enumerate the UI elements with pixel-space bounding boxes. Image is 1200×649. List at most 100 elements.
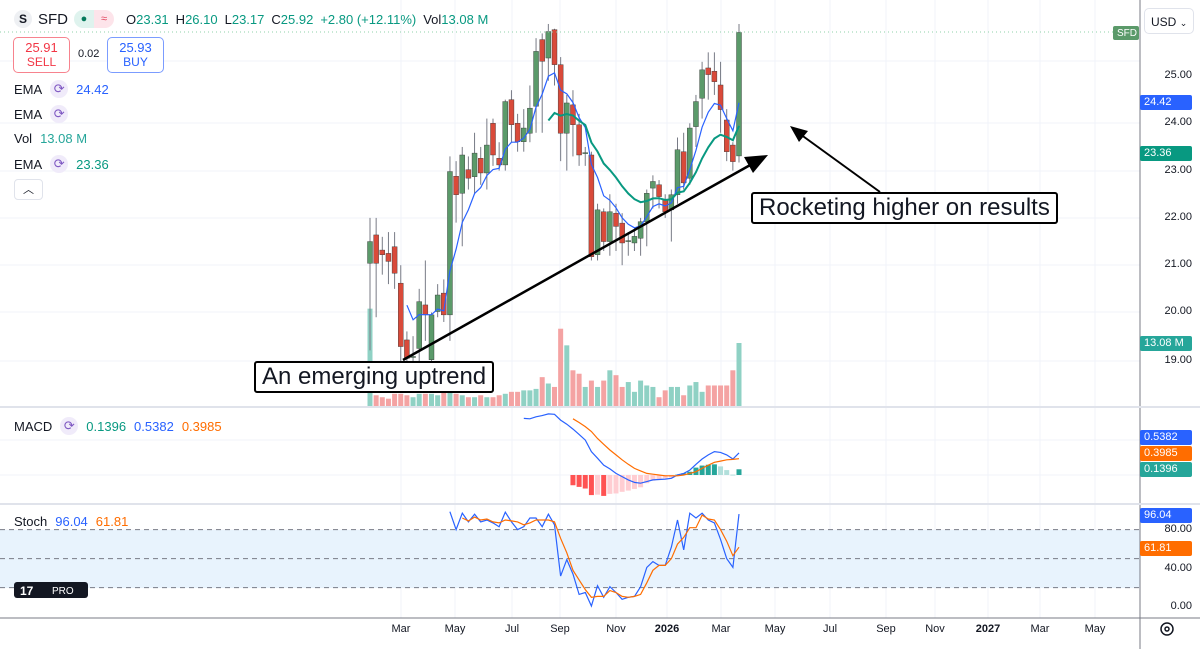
candle bbox=[434, 294, 441, 312]
sell-price: 25.91 bbox=[25, 40, 58, 55]
arrow-drawing[interactable] bbox=[790, 126, 881, 193]
macd-tag: 0.5382 bbox=[1140, 430, 1192, 445]
volume-bar bbox=[508, 391, 514, 407]
currency-label: USD bbox=[1151, 15, 1177, 29]
candle bbox=[416, 301, 422, 349]
candle bbox=[625, 240, 631, 242]
macd-histogram-bar bbox=[711, 464, 717, 475]
candle bbox=[502, 101, 508, 166]
refresh-icon[interactable]: ⟳ bbox=[60, 417, 79, 435]
candle bbox=[539, 39, 545, 62]
candle bbox=[459, 154, 465, 194]
signal-line bbox=[572, 418, 740, 477]
annotation-results[interactable]: Rocketing higher on results bbox=[751, 192, 1058, 224]
candle bbox=[637, 221, 644, 239]
approx-wave-icon: ≈ bbox=[94, 10, 114, 28]
candle bbox=[478, 158, 484, 174]
volume-bar bbox=[601, 380, 607, 407]
legend-value: 24.42 bbox=[76, 81, 109, 97]
candle bbox=[422, 304, 429, 316]
low-key: L bbox=[224, 11, 232, 27]
symbol-name[interactable]: SFD bbox=[38, 10, 68, 28]
legend-macd[interactable]: MACD ⟳ 0.1396 0.5382 0.3985 bbox=[14, 417, 222, 435]
candle bbox=[465, 169, 472, 179]
candle bbox=[490, 123, 496, 156]
refresh-icon[interactable]: ⟳ bbox=[50, 155, 69, 173]
volume-bar bbox=[631, 391, 637, 407]
sell-button[interactable]: 25.91 SELL bbox=[13, 37, 70, 73]
ema-fast-tag: 24.42 bbox=[1140, 95, 1192, 110]
signal-tag: 0.3985 bbox=[1140, 446, 1192, 461]
trendline-drawing[interactable] bbox=[402, 155, 768, 362]
volume-bar bbox=[681, 395, 687, 407]
gear-icon[interactable] bbox=[1160, 622, 1174, 636]
chevron-up-icon: ︿ bbox=[23, 184, 34, 196]
volume-bars bbox=[367, 308, 742, 407]
volume-bar bbox=[570, 370, 576, 407]
stoch-k-tag: 96.04 bbox=[1140, 508, 1192, 523]
time-tick: Mar bbox=[391, 623, 411, 635]
price-tick: 24.00 bbox=[1164, 116, 1192, 128]
volume-bar bbox=[398, 393, 404, 407]
price-tick: 20.00 bbox=[1164, 305, 1192, 317]
signal-value: 0.3985 bbox=[181, 418, 222, 434]
legend-ema-2[interactable]: EMA ⟳ bbox=[14, 105, 69, 123]
candle bbox=[514, 123, 521, 142]
volume-bar bbox=[379, 397, 385, 407]
collapse-legend-button[interactable]: ︿ bbox=[14, 179, 43, 200]
currency-select[interactable]: USD ⌄ bbox=[1144, 8, 1194, 34]
chevron-down-icon: ⌄ bbox=[1179, 18, 1188, 28]
stoch-d-value: 61.81 bbox=[95, 514, 129, 529]
macd-histogram-bar bbox=[656, 475, 662, 480]
time-tick: Nov bbox=[606, 623, 626, 635]
macd-histogram-bar bbox=[650, 475, 656, 481]
buy-button[interactable]: 25.93 BUY bbox=[107, 37, 164, 73]
macd-histogram-bar bbox=[718, 466, 724, 475]
hist-tag: 0.1396 bbox=[1140, 462, 1192, 477]
volume-bar bbox=[429, 393, 434, 407]
macd-histogram-bar bbox=[644, 475, 650, 484]
macd-histogram-bar bbox=[662, 475, 668, 479]
candle bbox=[693, 101, 699, 127]
legend-stoch[interactable]: Stoch 96.04 61.81 bbox=[14, 514, 128, 529]
macd-histogram-bar bbox=[699, 465, 705, 475]
time-tick: Jul bbox=[504, 623, 520, 635]
volume-bar bbox=[373, 395, 379, 407]
time-tick: Mar bbox=[1030, 623, 1050, 635]
stoch-pane bbox=[0, 510, 1140, 608]
indicator-lines bbox=[406, 72, 740, 321]
macd-hist-value: 0.1396 bbox=[86, 418, 127, 434]
time-tick: Nov bbox=[925, 623, 945, 635]
buy-label: BUY bbox=[123, 55, 148, 69]
status-pill[interactable]: ● ≈ bbox=[74, 10, 114, 28]
macd-histogram-bar bbox=[736, 469, 742, 475]
annotation-uptrend[interactable]: An emerging uptrend bbox=[254, 361, 495, 393]
legend-ema-fast[interactable]: EMA ⟳ 24.42 bbox=[14, 80, 109, 98]
stoch-tick: 40.00 bbox=[1164, 562, 1192, 574]
volume-bar bbox=[699, 391, 705, 407]
candle bbox=[619, 222, 625, 244]
candle bbox=[588, 154, 595, 257]
legend-volume[interactable]: Vol 13.08 M bbox=[14, 131, 87, 146]
candle bbox=[650, 181, 656, 189]
macd-histogram-bar bbox=[601, 475, 607, 496]
macd-histogram-bar bbox=[619, 475, 625, 492]
time-tick: May bbox=[764, 623, 786, 635]
volume-bar bbox=[656, 397, 662, 407]
volume-bar bbox=[385, 398, 391, 407]
refresh-icon[interactable]: ⟳ bbox=[50, 80, 69, 98]
ema-fast-line bbox=[406, 72, 740, 321]
buy-price: 25.93 bbox=[119, 40, 152, 55]
candle bbox=[428, 314, 435, 360]
macd-histogram-bar bbox=[730, 474, 736, 476]
volume-bar bbox=[595, 386, 601, 407]
refresh-icon[interactable]: ⟳ bbox=[50, 105, 69, 123]
volume-bar bbox=[675, 386, 680, 407]
macd-histogram-bar bbox=[570, 475, 576, 486]
legend-ema-slow[interactable]: EMA ⟳ 23.36 bbox=[14, 155, 109, 173]
volume-bar bbox=[638, 380, 644, 407]
volume-bar bbox=[644, 385, 650, 407]
macd-histogram-bar bbox=[595, 475, 601, 495]
macd-histogram-bar bbox=[638, 475, 644, 488]
